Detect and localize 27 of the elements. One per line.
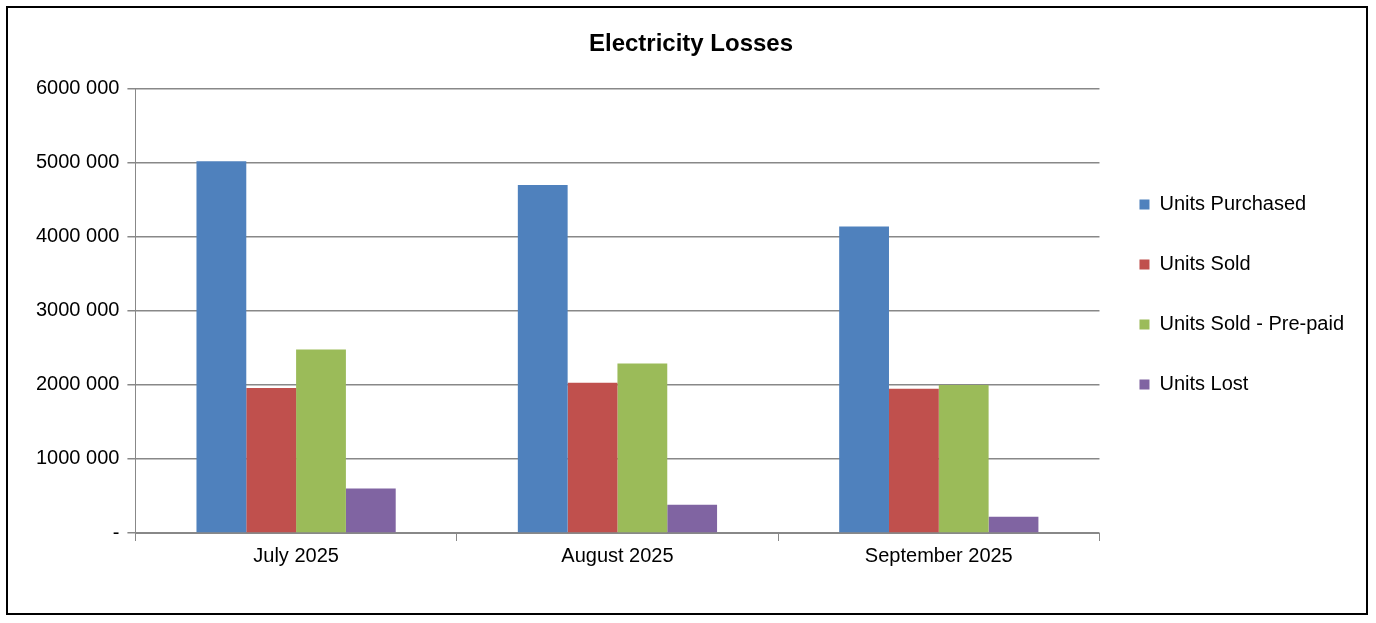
bar (246, 387, 297, 533)
y-tick-label: 6000 000 (36, 76, 120, 99)
x-tick-label: September 2025 (864, 543, 1013, 566)
legend-label: Units Lost (1159, 372, 1249, 395)
bar (667, 504, 718, 533)
bar (345, 488, 396, 533)
bar (839, 226, 889, 533)
y-tick-label: 3000 000 (36, 298, 120, 321)
bar (567, 382, 618, 533)
bar (517, 185, 568, 533)
x-tick-label: August 2025 (561, 543, 674, 566)
bar (617, 363, 668, 533)
legend-label: Units Sold - Pre-paid (1159, 312, 1345, 335)
bar (938, 384, 989, 533)
legend-label: Units Sold (1159, 252, 1251, 275)
bar (988, 516, 1039, 533)
chart-title: Electricity Losses (588, 29, 794, 57)
y-tick-label: 2000 000 (36, 372, 120, 395)
bar (888, 388, 939, 533)
y-tick-label: - (112, 520, 120, 543)
x-tick-label: July 2025 (253, 543, 339, 566)
legend-label: Units Purchased (1159, 192, 1307, 215)
y-tick-label: 1000 000 (36, 446, 120, 469)
bar (296, 349, 346, 533)
y-tick-label: 4000 000 (36, 224, 120, 247)
y-tick-label: 5000 000 (36, 150, 120, 173)
bar (196, 161, 247, 533)
